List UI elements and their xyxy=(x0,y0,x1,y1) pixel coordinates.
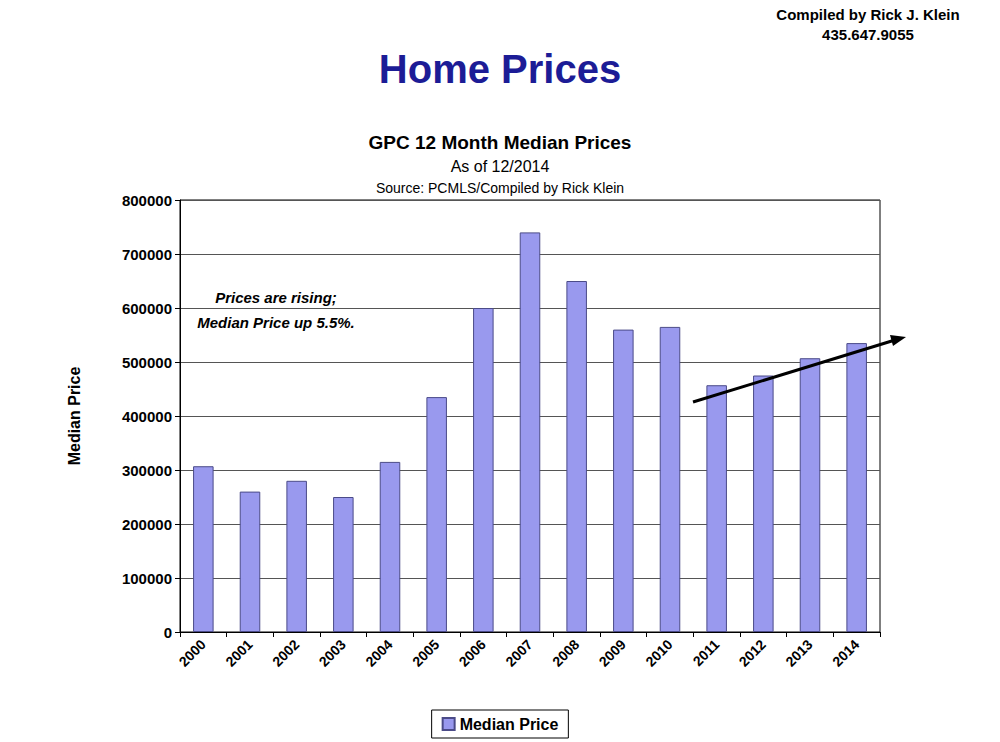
svg-text:2000: 2000 xyxy=(176,636,209,669)
svg-text:2013: 2013 xyxy=(782,636,815,669)
svg-text:100000: 100000 xyxy=(122,570,172,587)
svg-text:600000: 600000 xyxy=(122,300,172,317)
svg-text:2012: 2012 xyxy=(736,636,769,669)
svg-text:Median Price: Median Price xyxy=(460,716,559,733)
svg-text:700000: 700000 xyxy=(122,246,172,263)
svg-text:2007: 2007 xyxy=(502,636,535,669)
svg-text:2003: 2003 xyxy=(316,636,349,669)
svg-text:2011: 2011 xyxy=(690,636,723,669)
svg-text:2002: 2002 xyxy=(269,636,302,669)
svg-text:2008: 2008 xyxy=(549,636,582,669)
svg-text:2004: 2004 xyxy=(362,636,395,669)
svg-text:Median Price: Median Price xyxy=(66,367,83,466)
svg-text:Prices are rising;: Prices are rising; xyxy=(215,289,337,306)
svg-text:400000: 400000 xyxy=(122,408,172,425)
svg-text:2001: 2001 xyxy=(222,636,255,669)
svg-text:As of 12/2014: As of 12/2014 xyxy=(451,158,550,175)
svg-text:Home Prices: Home Prices xyxy=(379,47,621,91)
svg-text:800000: 800000 xyxy=(122,192,172,209)
svg-text:Compiled by Rick J. Klein: Compiled by Rick J. Klein xyxy=(776,6,959,23)
svg-text:2014: 2014 xyxy=(829,636,862,669)
svg-text:2005: 2005 xyxy=(409,636,442,669)
svg-text:2009: 2009 xyxy=(596,636,629,669)
svg-text:2006: 2006 xyxy=(456,636,489,669)
svg-text:2010: 2010 xyxy=(642,636,675,669)
svg-text:GPC 12 Month Median Prices: GPC 12 Month Median Prices xyxy=(369,132,632,153)
svg-text:435.647.9055: 435.647.9055 xyxy=(822,26,914,43)
svg-text:300000: 300000 xyxy=(122,462,172,479)
svg-text:200000: 200000 xyxy=(122,516,172,533)
svg-text:Median Price up 5.5%.: Median Price up 5.5%. xyxy=(197,314,355,331)
svg-text:0: 0 xyxy=(164,624,172,641)
svg-text:500000: 500000 xyxy=(122,354,172,371)
svg-text:Source: PCMLS/Compiled by Rick: Source: PCMLS/Compiled by Rick Klein xyxy=(376,180,624,196)
